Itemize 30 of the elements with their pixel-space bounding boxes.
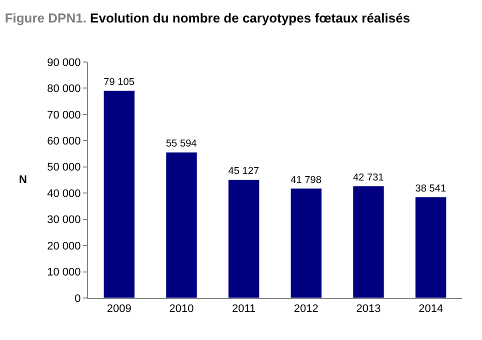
x-tick-label: 2012 [294,303,318,316]
x-tick-label: 2011 [232,303,256,316]
y-tick-label: 50 000 [47,162,81,174]
y-axis-title: N [19,174,27,186]
data-label: 41 798 [290,174,322,186]
x-tick-label: 2013 [356,303,381,316]
bar [352,186,384,298]
data-label: 38 541 [415,183,447,194]
x-tick-label: 2014 [418,303,444,316]
x-tick-label: 2010 [169,303,194,316]
y-tick-label: 60 000 [47,136,81,148]
data-label: 45 127 [228,166,260,178]
y-tick-label: 80 000 [47,83,81,96]
y-tick-label: 10 000 [47,266,81,279]
y-tick-label: 40 000 [47,188,81,200]
y-tick-label: 20 000 [47,240,81,252]
bar [103,90,135,298]
chart-title: Figure DPN1. Evolution du nombre de caryotypes fœtaux réalisés [4,10,410,26]
y-tick-label: 0 [74,292,81,305]
bar [228,179,260,298]
bar [415,196,447,298]
data-label: 79 105 [104,77,135,88]
y-tick-label: 90 000 [47,56,81,69]
y-tick-label: 30 000 [47,214,81,226]
data-label: 55 594 [166,138,198,150]
bar [166,152,198,298]
y-tick-label: 70 000 [47,109,81,122]
data-label: 42 731 [352,172,384,184]
bar [290,188,322,298]
x-tick-label: 2009 [106,303,132,316]
